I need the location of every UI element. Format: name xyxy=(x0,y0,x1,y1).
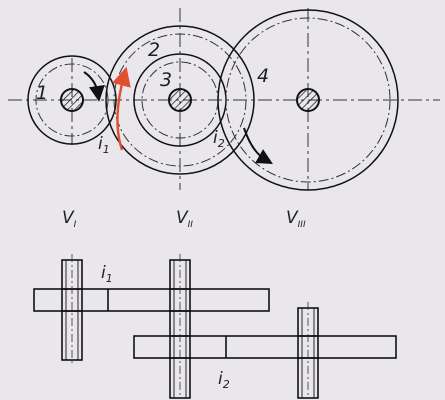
rotation-arrow-gear-1 xyxy=(83,71,105,102)
gear-1-pitch xyxy=(35,63,109,137)
shaft-label-v1: VI xyxy=(62,208,77,230)
gear-2-outer xyxy=(105,25,255,175)
gear-3-label: 3 xyxy=(160,69,172,91)
gear-pair-1-body xyxy=(33,288,270,312)
ratio-i1-side: i1 xyxy=(101,263,113,285)
ratio-i1-top: i1 xyxy=(98,134,110,156)
shaft-label-v3: VIII xyxy=(286,208,306,230)
gear-4-pitch xyxy=(225,17,391,183)
gear-2-label: 2 xyxy=(148,39,160,61)
side-view xyxy=(33,254,397,399)
ratio-i2-top: i2 xyxy=(213,128,225,150)
top-view: 1 2 3 4 i1 i2 xyxy=(8,8,440,191)
rotation-arrow-gear-2 xyxy=(112,66,131,151)
shaft-2-section xyxy=(168,88,192,112)
shaft-3-section xyxy=(296,88,320,112)
gear-1-outer xyxy=(27,55,117,145)
gear-4-label: 4 xyxy=(257,65,269,87)
gear-pair-2-body xyxy=(133,335,397,359)
ratio-i2-side: i2 xyxy=(218,369,230,391)
gear-4-outer xyxy=(217,9,399,191)
gear-1-label: 1 xyxy=(36,82,48,104)
rotation-arrow-gear-4 xyxy=(243,127,273,164)
shaft-labels: VI VII VIII xyxy=(62,208,306,230)
shaft-1-section xyxy=(60,88,84,112)
shaft-label-v2: VII xyxy=(176,208,193,230)
gear-2-pitch xyxy=(113,33,247,167)
